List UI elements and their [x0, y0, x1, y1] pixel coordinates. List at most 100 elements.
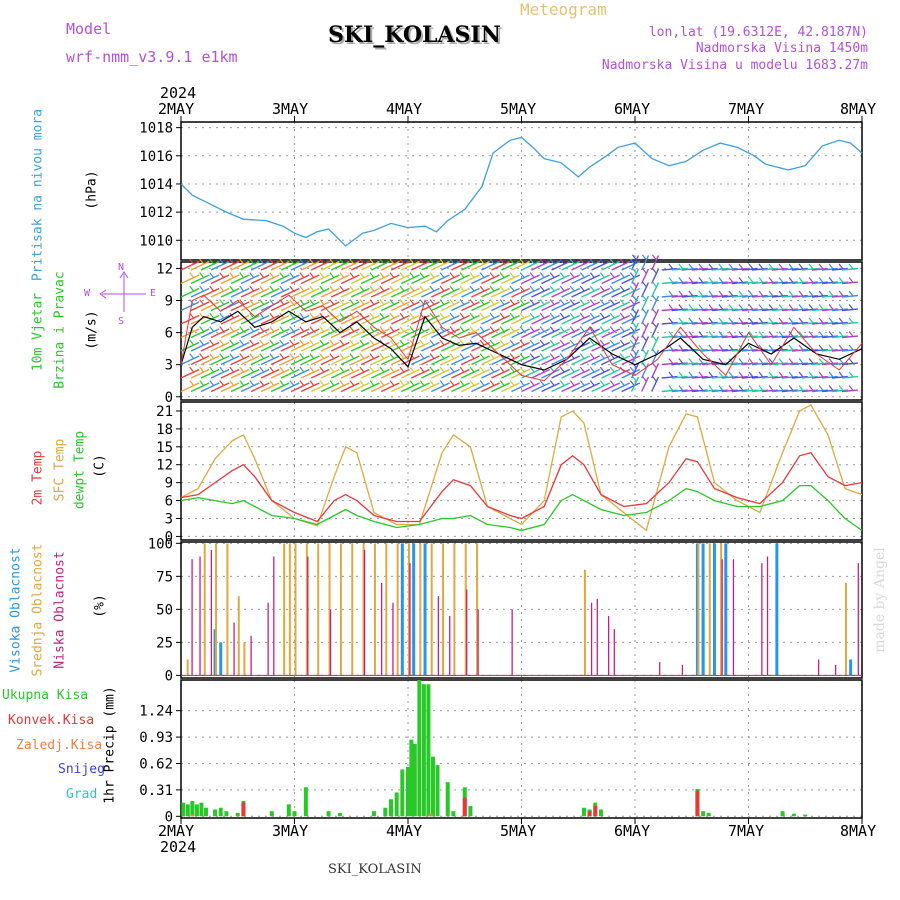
wind-barb-feather: [828, 317, 834, 324]
wind-barb: [771, 375, 788, 379]
wind-barb: [571, 314, 590, 325]
wind-barb: [601, 368, 621, 379]
wind-barb: [811, 294, 828, 298]
precip-bar: [190, 800, 195, 817]
wind-barb-feather: [369, 285, 375, 292]
wind-barb-feather: [419, 285, 425, 292]
wind-barb-feather: [629, 380, 635, 386]
wind-barb: [290, 368, 310, 379]
wind-barb: [280, 328, 300, 339]
precip-bar: [451, 811, 456, 817]
wind-barb-feather: [259, 326, 265, 332]
wind-barb-feather: [349, 380, 355, 386]
wind-barb: [441, 260, 460, 271]
wind-barb: [801, 335, 818, 339]
wind-barb-feather: [599, 258, 605, 265]
wind-barb: [761, 294, 778, 298]
wind-barb-feather: [609, 272, 615, 278]
wind-barb-feather: [768, 304, 774, 310]
wind-barb: [431, 260, 450, 271]
wind-barb: [501, 287, 520, 298]
model-name: wrf-nmm_v3.9.1 e1km: [66, 48, 238, 66]
wind-barb: [831, 348, 848, 352]
wind-barb-feather: [599, 339, 605, 346]
wind-barb-feather: [838, 290, 844, 297]
wind-barb: [801, 362, 818, 366]
wind-barb-feather: [359, 285, 365, 292]
wind-barb: [531, 328, 550, 339]
wind-barb: [310, 314, 330, 325]
wind-barb-feather: [631, 294, 637, 301]
wind-barb: [511, 314, 530, 325]
wind-barb: [280, 260, 300, 271]
wind-barb: [310, 368, 330, 379]
wind-barb-feather: [798, 290, 804, 297]
wind-barb-feather: [651, 294, 657, 301]
wind-barb: [391, 382, 410, 393]
wind-barb-feather: [429, 366, 435, 373]
model-elevation-text: Nadmorska Visina u modelu 1683.27m: [601, 58, 868, 73]
wind-barb: [501, 301, 520, 312]
wind-barb-feather: [399, 339, 405, 346]
wind-barb-feather: [738, 371, 744, 378]
wind-barb: [320, 341, 340, 352]
wind-barb: [320, 274, 340, 285]
wind-barb: [531, 314, 550, 325]
wind-barb: [731, 281, 748, 285]
wind-barb: [601, 287, 621, 298]
panel-frame: [180, 679, 863, 819]
wind-barb: [791, 362, 808, 366]
wind-barb-feather: [668, 277, 674, 283]
wind-barb-feather: [469, 326, 475, 332]
wind-barb: [290, 341, 310, 352]
wind-barb: [330, 287, 350, 298]
wind-barb-feather: [479, 380, 485, 386]
wind-barb: [501, 260, 520, 271]
wind-barb: [791, 375, 808, 379]
wind-barb: [721, 321, 738, 325]
wind-barb-feather: [599, 353, 605, 359]
wind-barb-feather: [289, 366, 295, 373]
wind-barb-feather: [758, 290, 764, 297]
wind-barb-feather: [579, 366, 585, 373]
y-tick-label: 12: [156, 458, 173, 474]
wind-barb: [491, 274, 510, 285]
wind-barb: [641, 349, 650, 365]
wind-barb: [591, 314, 611, 325]
wind-barb-feather: [748, 385, 754, 391]
wind-barb-feather: [239, 299, 245, 305]
precip-bar: [445, 782, 450, 817]
wind-barb: [821, 308, 838, 312]
y-tick-label: 3: [165, 511, 173, 527]
wind-barb-feather: [519, 299, 525, 305]
wind-barb: [441, 382, 460, 393]
wind-barb-feather: [549, 258, 555, 265]
wind-barb-feather: [559, 366, 565, 373]
wind-barb-feather: [688, 290, 694, 297]
wind-barb-feather: [319, 272, 325, 278]
wind-barb-feather: [758, 385, 764, 391]
wind-barb-feather: [249, 339, 255, 346]
wind-barb-feather: [239, 380, 245, 386]
wind-barb-feather: [409, 312, 415, 319]
wind-barb: [421, 355, 440, 366]
wind-barb: [841, 335, 858, 339]
wind-barb-feather: [489, 312, 495, 319]
wind-barb-feather: [209, 380, 215, 386]
wind-barb: [771, 294, 788, 298]
model-label: Model: [66, 20, 112, 38]
wind-barb: [481, 301, 500, 312]
wind-barb-feather: [818, 263, 824, 270]
wind-barb-feather: [389, 272, 395, 278]
wind-barb: [651, 336, 660, 352]
wind-barb-feather: [569, 299, 575, 305]
wind-barb: [250, 341, 270, 352]
wind-barb-feather: [379, 258, 385, 265]
wind-barb: [791, 348, 808, 352]
wind-barb: [761, 362, 778, 366]
wind-barb: [320, 382, 340, 393]
wind-barb: [661, 321, 678, 325]
wind-barb: [611, 355, 631, 366]
wind-barb: [200, 314, 220, 325]
wind-barb-feather: [641, 267, 647, 274]
